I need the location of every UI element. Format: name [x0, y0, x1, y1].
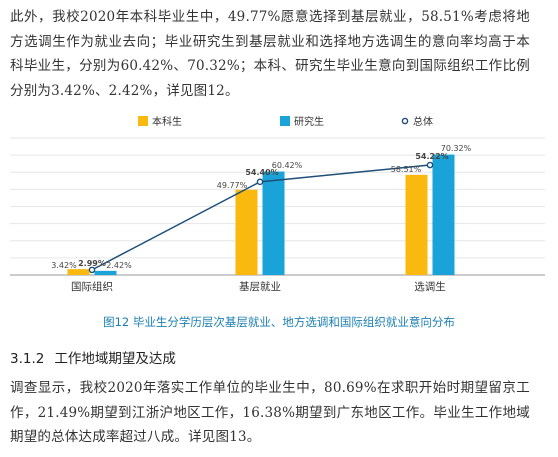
x-tick-label: 选调生: [414, 280, 446, 293]
section-number: 3.1.2: [10, 351, 45, 367]
point-total: [88, 266, 96, 274]
data-label-undergrad: 3.42%: [51, 261, 77, 270]
figure-caption: 图12 毕业生分学历层次基层就业、地方选调和国际组织就业意向分布: [103, 315, 455, 329]
data-label-total: 54.22%: [415, 152, 448, 161]
point-total: [426, 161, 434, 169]
chart-container: 本科生 研究生 总体国际组织 基层就业 选调生 3.42% 2.99% 2.42% 49.77%…: [0, 108, 558, 308]
legend-label-total: 总体: [413, 115, 433, 128]
data-label-graduate: 70.32%: [441, 144, 472, 153]
data-label-undergrad: 58.51%: [391, 165, 422, 174]
bar-undergrad: [67, 269, 90, 275]
legend-swatch-undergrad: [138, 116, 148, 126]
data-label-total: 2.99%: [78, 259, 106, 268]
section-title: 工作地域期望及达成: [54, 351, 176, 367]
bar-graduate: [432, 154, 455, 275]
data-label-graduate: 2.42%: [106, 261, 132, 270]
bar-undergrad: [235, 189, 258, 275]
x-tick-label: 基层就业: [239, 280, 281, 293]
data-label-total: 54.40%: [245, 168, 278, 177]
intro-paragraph: 此外，我校2020年本科毕业生中，49.77%愿意选择到基层就业，58.51%考…: [10, 9, 530, 99]
legend-swatch-graduate: [280, 116, 290, 126]
region-paragraph: 调查显示，我校2020年落实工作单位的毕业生中，80.69%在求职开始时期望留京…: [10, 380, 530, 445]
bar-graduate: [94, 270, 117, 275]
legend-label-graduate: 研究生: [294, 115, 324, 128]
legend-marker-total: [401, 117, 409, 125]
x-tick-label: 国际组织: [71, 280, 113, 293]
data-label-undergrad: 49.77%: [217, 181, 248, 190]
legend-label-undergrad: 本科生: [152, 115, 182, 128]
bar-graduate: [262, 171, 285, 275]
section-heading: 3.1.2 工作地域期望及达成: [10, 347, 176, 367]
point-total: [256, 178, 264, 186]
data-label-graduate: 60.42%: [272, 161, 303, 170]
bar-undergrad: [405, 174, 428, 275]
